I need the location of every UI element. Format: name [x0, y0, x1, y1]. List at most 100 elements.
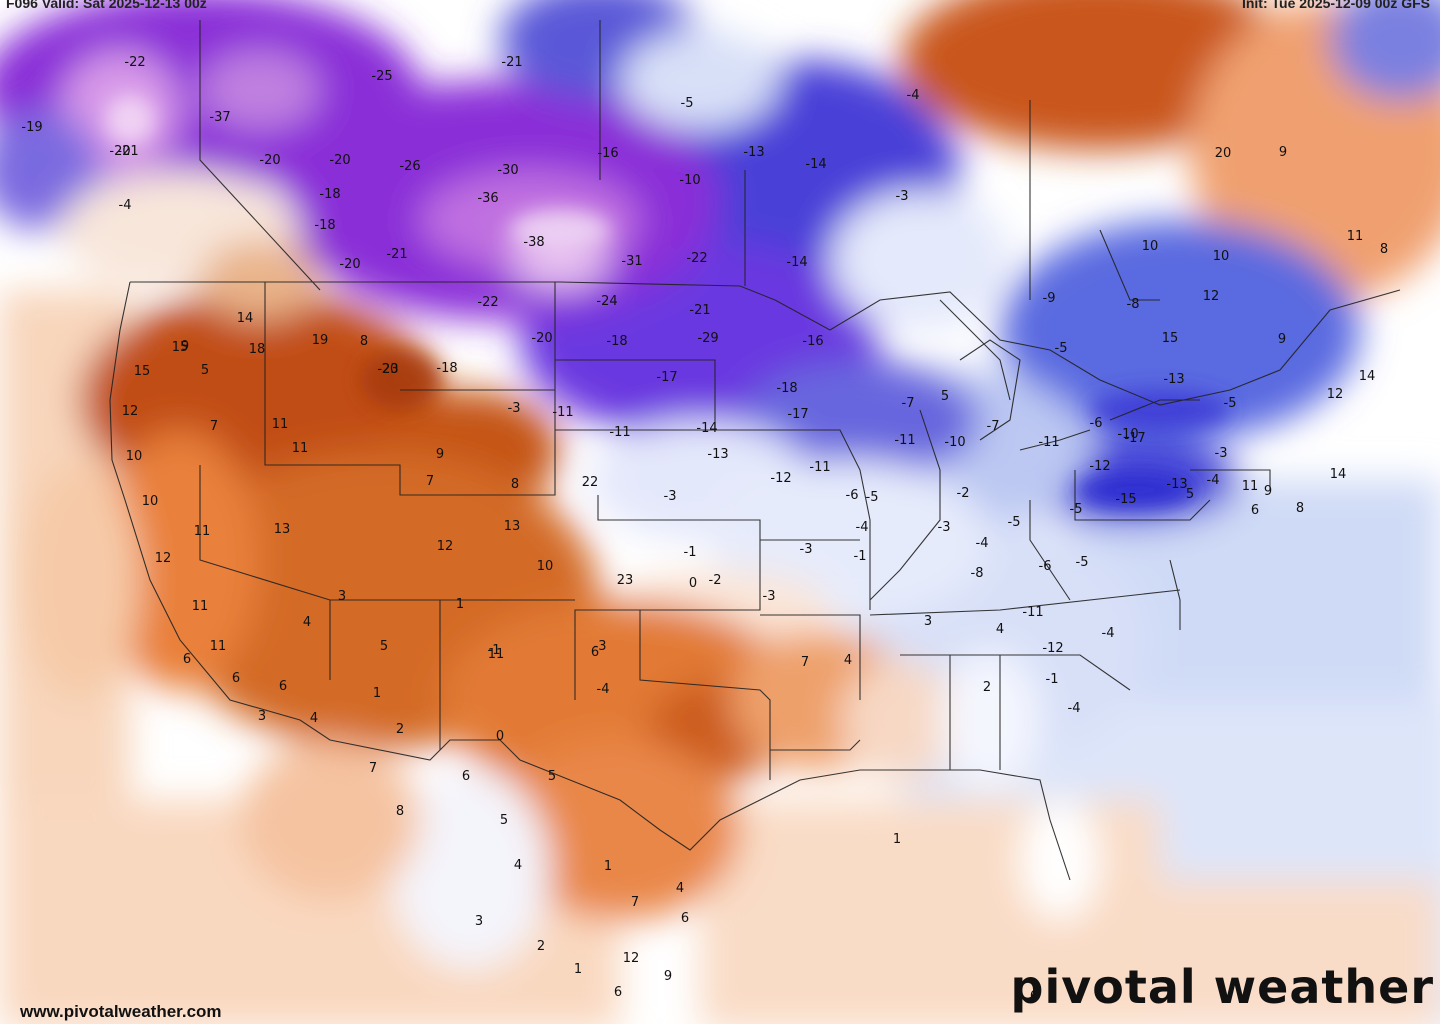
temperature-value: -4	[907, 88, 920, 103]
temperature-value: -4	[1102, 626, 1115, 641]
temperature-value: 0	[496, 729, 504, 744]
temperature-value: -20	[329, 153, 350, 168]
temperature-value: -5	[1224, 396, 1237, 411]
temperature-value: 6	[1251, 503, 1259, 518]
temperature-value: -14	[696, 421, 717, 436]
temperature-value: -5	[681, 96, 694, 111]
temperature-value: 4	[514, 858, 522, 873]
temperature-value: 3	[338, 589, 346, 604]
temperature-value: 22	[582, 475, 599, 490]
temperature-value: -11	[1038, 435, 1059, 450]
temperature-value: 3	[924, 614, 932, 629]
temperature-value: 4	[844, 653, 852, 668]
temperature-value: 4	[303, 615, 311, 630]
temperature-value: -38	[523, 235, 544, 250]
temperature-value: 11	[272, 417, 289, 432]
temperature-value: 8	[1296, 501, 1304, 516]
temperature-value: 11	[1242, 479, 1259, 494]
temperature-value: 3	[258, 709, 266, 724]
temperature-value: -5	[1070, 502, 1083, 517]
temperature-value: -1	[684, 545, 697, 560]
temperature-value: -14	[805, 157, 826, 172]
temperature-value: -6	[1039, 559, 1052, 574]
temperature-value: -4	[119, 198, 132, 213]
temperature-value: 8	[1380, 242, 1388, 257]
temperature-value: 15	[172, 340, 189, 355]
temperature-value: 1	[456, 597, 464, 612]
temperature-value: -3	[508, 401, 521, 416]
temperature-value: -11	[894, 433, 915, 448]
temperature-value: 23	[617, 573, 634, 588]
temperature-value: 10	[1213, 249, 1230, 264]
temperature-value: -3	[763, 589, 776, 604]
temperature-value: -3	[896, 189, 909, 204]
temperature-value: -1	[854, 549, 867, 564]
temperature-value: 6	[591, 645, 599, 660]
temperature-value: 6	[462, 769, 470, 784]
temperature-value: 10	[142, 494, 159, 509]
temperature-value: -13	[743, 145, 764, 160]
temperature-value: 12	[1327, 387, 1344, 402]
model-init-time: Init: Tue 2025-12-09 00z GFS	[1241, 0, 1430, 11]
temperature-value: 1	[373, 686, 381, 701]
temperature-value: 9	[1279, 145, 1287, 160]
temperature-value: -4	[856, 520, 869, 535]
temperature-value: -37	[209, 110, 230, 125]
temperature-value: -5	[1008, 515, 1021, 530]
temperature-value: 15	[1162, 331, 1179, 346]
temperature-value: -11	[609, 425, 630, 440]
brand-logo: pivotal weather	[1010, 960, 1434, 1014]
temperature-value: 14	[237, 311, 254, 326]
website-url[interactable]: www.pivotalweather.com	[20, 1002, 222, 1021]
temperature-value: -10	[679, 173, 700, 188]
temperature-value: 11	[210, 639, 227, 654]
temperature-value: -16	[802, 334, 823, 349]
temperature-value: 6	[614, 985, 622, 1000]
temperature-value: 6	[232, 671, 240, 686]
temperature-value: 5	[1186, 487, 1194, 502]
temperature-value: -20	[339, 257, 360, 272]
temperature-value: 12	[437, 539, 454, 554]
temperature-value: 12	[155, 551, 172, 566]
temperature-value: -25	[371, 69, 392, 84]
temperature-value: -36	[477, 191, 498, 206]
temperature-value: -10	[1117, 427, 1138, 442]
temperature-value: 14	[1359, 369, 1376, 384]
temperature-value: 5	[941, 389, 949, 404]
temperature-value: 4	[996, 622, 1004, 637]
temperature-value: 20	[382, 362, 399, 377]
temperature-value: -18	[776, 381, 797, 396]
temperature-value: -18	[319, 187, 340, 202]
temperature-value: 13	[274, 522, 291, 537]
temperature-value: -15	[1115, 492, 1136, 507]
temperature-value: 5	[500, 813, 508, 828]
temperature-value: -5	[1055, 341, 1068, 356]
temperature-value: 8	[396, 804, 404, 819]
temperature-value: -7	[987, 419, 1000, 434]
temperature-value: 7	[210, 419, 218, 434]
temperature-value: 9	[1278, 332, 1286, 347]
temperature-value: -11	[809, 460, 830, 475]
temperature-value: -17	[787, 407, 808, 422]
temperature-value: 5	[201, 363, 209, 378]
temperature-value: -21	[117, 144, 138, 159]
temperature-value: -17	[1124, 431, 1145, 446]
temperature-value: 12	[623, 951, 640, 966]
temperature-value: -4	[976, 536, 989, 551]
temperature-value: 6	[279, 679, 287, 694]
temperature-value: -8	[1127, 297, 1140, 312]
temperature-value: -7	[902, 396, 915, 411]
temperature-value: -17	[656, 370, 677, 385]
temperature-value: 7	[369, 761, 377, 776]
temperature-value: -13	[1163, 372, 1184, 387]
temperature-value: -3	[1215, 446, 1228, 461]
temperature-value: 0	[689, 576, 697, 591]
temperature-value: -14	[786, 255, 807, 270]
temperature-value: 12	[122, 404, 139, 419]
temperature-value: 19	[312, 333, 329, 348]
temperature-value: 7	[801, 655, 809, 670]
temperature-value: -23	[377, 362, 398, 377]
temperature-value: -1	[1046, 672, 1059, 687]
